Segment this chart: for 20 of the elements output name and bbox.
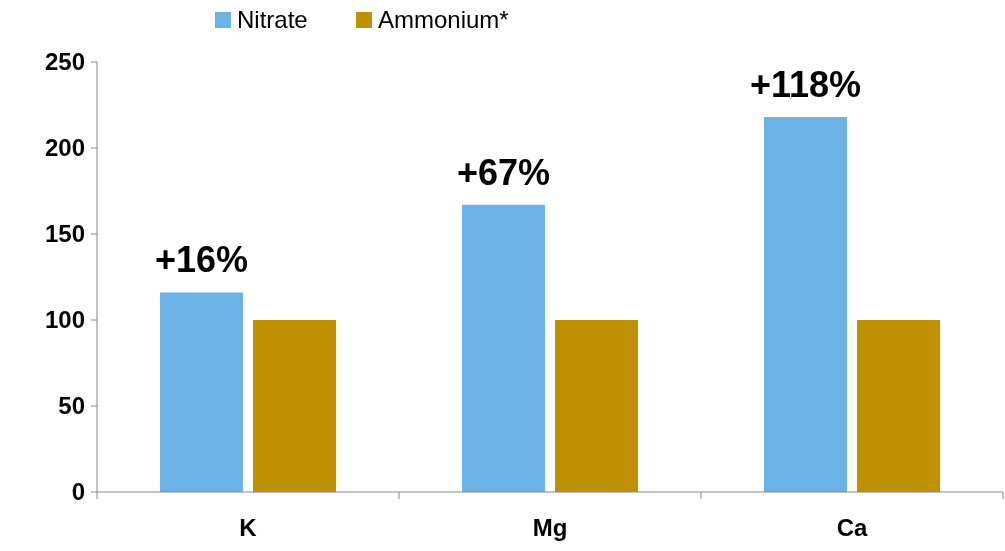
- y-tick-label: 50: [58, 392, 85, 420]
- annotation: +16%: [154, 239, 249, 281]
- y-tick-label: 100: [44, 306, 85, 334]
- y-tick-label: 250: [44, 48, 85, 76]
- bar: [857, 320, 941, 492]
- y-tick-label: 0: [71, 478, 85, 506]
- annotation: +118%: [749, 64, 862, 106]
- bar: [461, 204, 545, 492]
- legend-label: Ammonium*: [378, 6, 509, 34]
- bar: [555, 320, 639, 492]
- y-tick-label: 200: [44, 134, 85, 162]
- bar: [253, 320, 337, 492]
- x-tick-label: K: [239, 514, 258, 541]
- bar: [159, 292, 243, 492]
- bar: [763, 117, 847, 492]
- x-tick-label: Ca: [836, 514, 868, 541]
- legend-label: Nitrate: [237, 6, 308, 34]
- x-tick-label: Mg: [532, 514, 568, 541]
- y-tick-label: 150: [44, 220, 85, 248]
- annotation: +67%: [456, 151, 551, 193]
